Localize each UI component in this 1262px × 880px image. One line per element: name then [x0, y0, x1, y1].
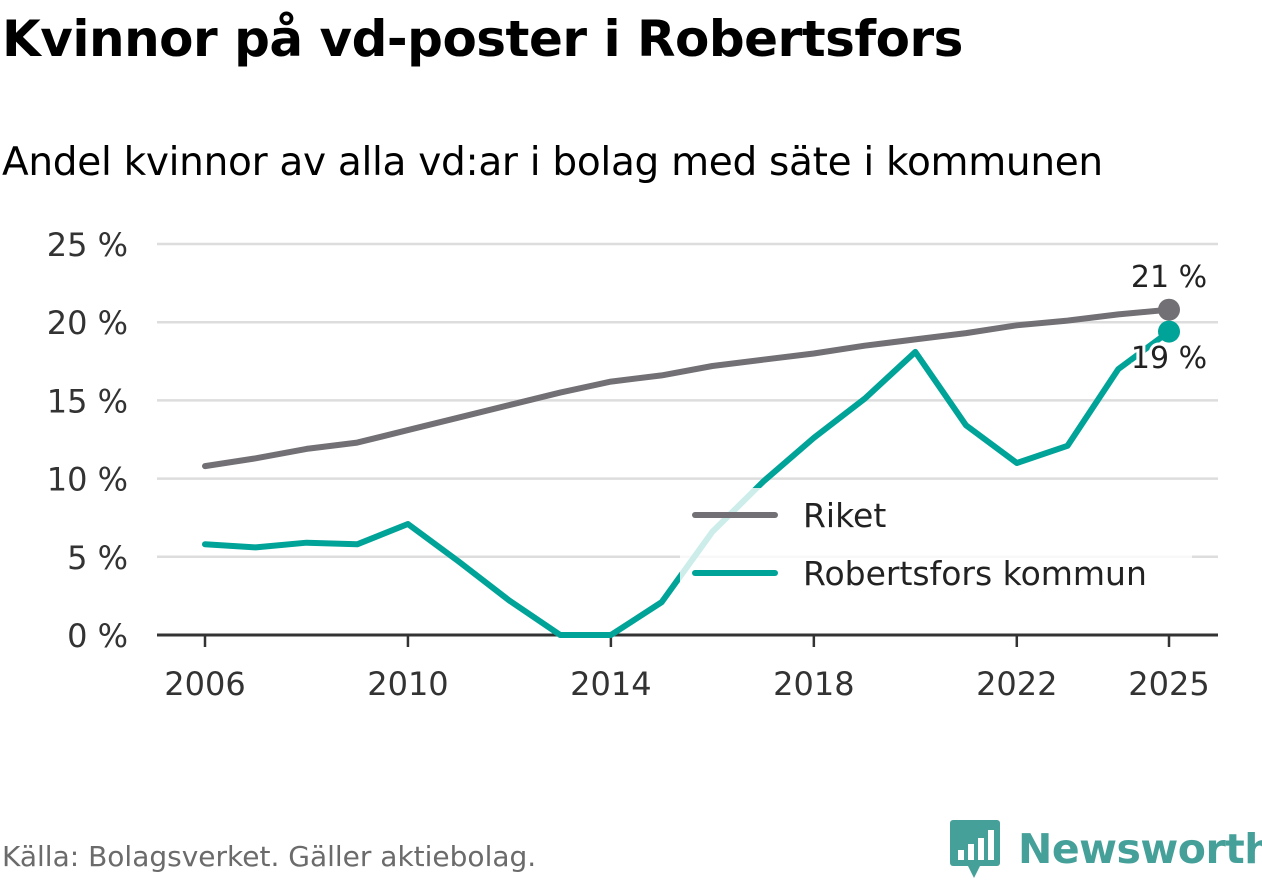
y-tick-label: 0 % [67, 617, 128, 655]
chart-subtitle: Andel kvinnor av alla vd:ar i bolag med … [2, 140, 1103, 185]
x-tick-label: 2025 [1128, 665, 1209, 703]
legend-label: Riket [803, 496, 886, 535]
newsworthy-bar-chart-icon [950, 820, 1000, 878]
series-line-riket [202, 306, 1172, 470]
brand: Newsworthy [950, 818, 1262, 880]
brand-name: Newsworthy [1018, 825, 1262, 873]
x-tick-label: 2018 [773, 665, 854, 703]
source-note: Källa: Bolagsverket. Gäller aktiebolag. [2, 840, 537, 873]
line-chart: 0 %5 %10 %15 %20 %25 % 2006 2010 2014 2018 2… [47, 226, 1218, 703]
legend: Riket Robertsfors kommun [680, 488, 1192, 600]
x-tick-label: 2022 [976, 665, 1057, 703]
series-endpoint-robertsfors [1158, 320, 1180, 343]
x-axis: 2006 2010 2014 2018 2022 2025 [157, 633, 1218, 703]
x-tick-label: 2010 [367, 665, 448, 703]
y-tick-label: 10 % [47, 461, 128, 499]
end-label-robertsfors: 19 % [1131, 341, 1207, 376]
y-tick-label: 20 % [47, 304, 128, 342]
chart-title: Kvinnor på vd-poster i Robertsfors [2, 10, 963, 68]
y-tick-label: 25 % [47, 226, 128, 264]
legend-label: Robertsfors kommun [803, 554, 1147, 593]
y-tick-label: 15 % [47, 382, 128, 420]
legend-background [680, 488, 1192, 600]
x-tick-label: 2014 [570, 665, 651, 703]
y-tick-label: 5 % [67, 539, 128, 577]
y-axis: 0 % 5 % 10 % 15 % 20 % 25 % [47, 226, 128, 655]
x-tick-label: 2006 [164, 665, 245, 703]
end-label-riket: 21 % [1131, 260, 1207, 295]
series-endpoint-riket [1158, 298, 1180, 321]
end-labels: 21 % 19 % [1128, 260, 1210, 379]
